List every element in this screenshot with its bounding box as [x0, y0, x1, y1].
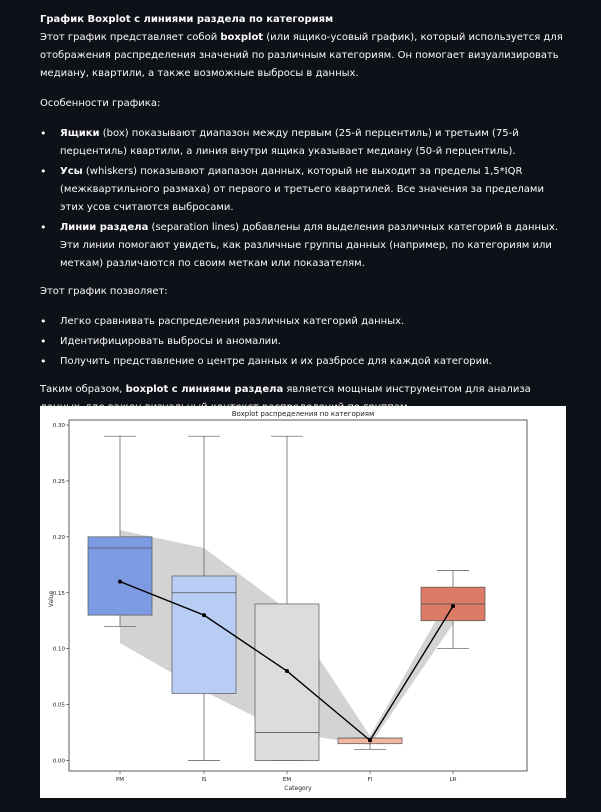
line-point [202, 613, 206, 618]
chart-title: Boxplot распределения по категориям [232, 410, 374, 418]
allows-heading: Этот график позволяет: [40, 286, 168, 297]
features-heading: Особенности графика: [40, 98, 161, 109]
x-tick-label: LR [450, 777, 457, 783]
box-body [254, 603, 320, 761]
y-tick-label: 0.30 [53, 423, 66, 429]
y-tick-label: 0.20 [53, 535, 66, 541]
x-tick-label: PM [116, 777, 124, 783]
list-item: Легко сравнивать распределения различных… [40, 313, 565, 331]
box-body [87, 536, 153, 616]
line-point [368, 738, 372, 743]
box-lr [420, 570, 486, 650]
article: График Boxplot с линиями раздела по кате… [40, 11, 565, 417]
allows-list: Легко сравнивать распределения различных… [40, 313, 565, 371]
y-tick-label: 0.05 [53, 703, 66, 709]
box-body [171, 575, 237, 694]
list-item: Усы (whiskers) показывают диапазон данны… [40, 163, 565, 217]
x-tick-label: IS [201, 777, 207, 783]
box-is [171, 435, 237, 761]
y-tick-label: 0.00 [53, 759, 66, 765]
article-title: График Boxplot с линиями раздела по кате… [40, 14, 334, 25]
line-point [118, 579, 122, 584]
article-intro: Этот график представляет собой boxplot (… [40, 32, 563, 79]
box-em [254, 435, 320, 761]
x-axis-label: Category [284, 785, 312, 792]
line-point [451, 604, 455, 609]
y-tick-label: 0.10 [53, 647, 66, 653]
list-item: Идентифицировать выбросы и аномалии. [40, 333, 565, 351]
features-list: Ящики (box) показывают диапазон между пе… [40, 125, 565, 273]
boxplot-chart: Boxplot распределения по категориям 0.00… [48, 410, 528, 792]
line-point [285, 669, 289, 674]
chart-figure: Boxplot распределения по категориям 0.00… [40, 406, 566, 798]
plot-frame [68, 419, 528, 772]
y-tick-label: 0.25 [53, 479, 66, 485]
box-pm [87, 435, 153, 627]
x-tick-label: FI [368, 777, 373, 783]
list-item: Получить представление о центре данных и… [40, 353, 565, 371]
y-tick-label: 0.15 [53, 591, 66, 597]
y-axis-label: Value [48, 590, 55, 607]
list-item: Линии раздела (separation lines) добавле… [40, 219, 565, 273]
list-item: Ящики (box) показывают диапазон между пе… [40, 125, 565, 161]
x-tick-label: EM [283, 777, 291, 783]
